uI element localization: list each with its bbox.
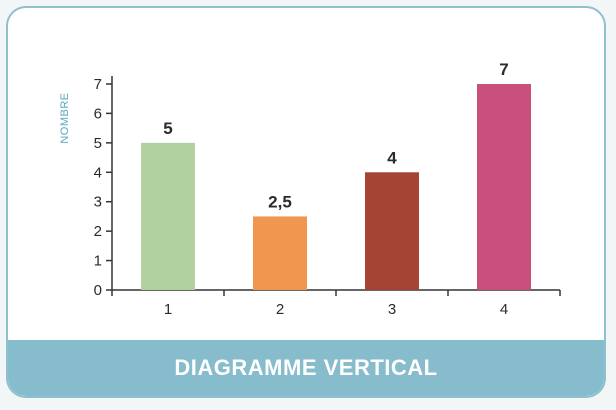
y-tick-label: 2 <box>94 223 102 240</box>
bar-value-label: 4 <box>387 148 397 167</box>
bar <box>141 142 195 290</box>
y-tick-label: 4 <box>94 164 102 181</box>
bar-chart: NOMBRE 0 1 2 3 4 5 6 7 5 1 2,5 2 4 3 7 4 <box>59 60 561 318</box>
y-tick-label: 6 <box>94 105 102 122</box>
chart-title: DIAGRAMME VERTICAL <box>174 355 438 380</box>
x-tick-label: 3 <box>388 301 396 318</box>
y-axis-label: NOMBRE <box>59 92 71 143</box>
y-tick-label: 1 <box>94 253 102 270</box>
bar <box>365 172 419 290</box>
bar-value-label: 5 <box>163 119 172 138</box>
bar <box>253 216 307 290</box>
bars: 5 1 2,5 2 4 3 7 4 <box>141 60 531 318</box>
x-tick-label: 2 <box>276 301 284 318</box>
chart-card: NOMBRE 0 1 2 3 4 5 6 7 5 1 2,5 2 4 3 7 4 DIAGRAMME VER… <box>6 6 606 398</box>
x-tick-label: 1 <box>164 301 172 318</box>
bar <box>477 84 531 290</box>
bar-value-label: 7 <box>499 60 508 79</box>
chart-footer: DIAGRAMME VERTICAL <box>8 340 604 396</box>
y-tick-label: 3 <box>94 194 102 211</box>
bar-value-label: 2,5 <box>268 192 292 211</box>
x-tick-label: 4 <box>500 301 508 318</box>
y-tick-label: 5 <box>94 135 102 152</box>
y-tick-label: 7 <box>94 76 102 93</box>
y-tick-label: 0 <box>94 282 102 299</box>
